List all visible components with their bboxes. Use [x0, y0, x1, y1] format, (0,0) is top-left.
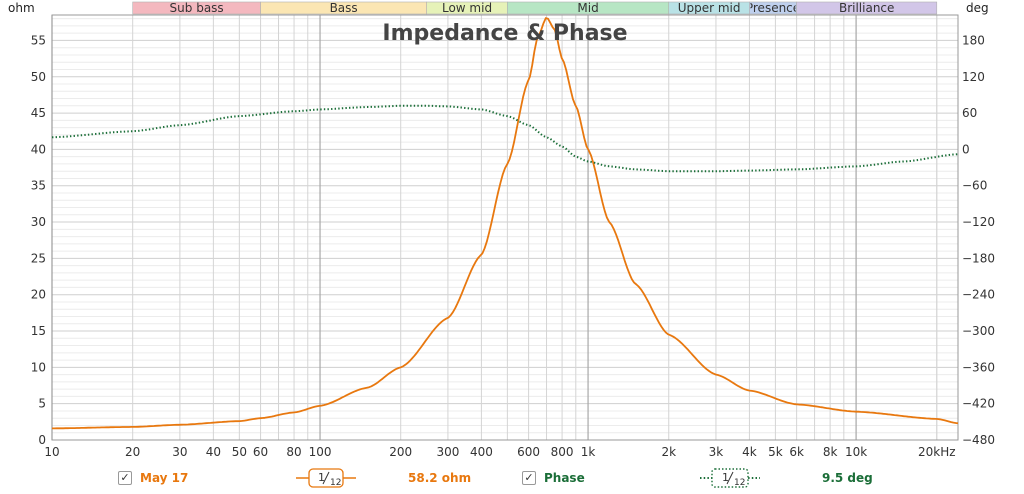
- band-label-0: Sub bass: [170, 1, 224, 15]
- x-tick-label: 600: [517, 445, 540, 459]
- right-tick-label: −480: [962, 433, 995, 447]
- x-tick-label: 3k: [709, 445, 724, 459]
- x-tick-label: 80: [286, 445, 301, 459]
- x-tick-label: 40: [206, 445, 221, 459]
- band-label-5: Presence: [746, 1, 800, 15]
- right-axis-label: deg: [966, 1, 989, 15]
- legend-impedance-name: May 17: [140, 471, 189, 485]
- x-tick-label: 100: [309, 445, 332, 459]
- series-line-0: [52, 17, 959, 430]
- x-tick-label: 6k: [789, 445, 804, 459]
- right-tick-label: −240: [962, 288, 995, 302]
- frequency-bands: Sub bass Bass Low mid Mid Upper mid Presence B…: [132, 1, 938, 15]
- impedance-cursor-value: 58.2 ohm: [408, 471, 472, 485]
- right-tick-label: 0: [962, 142, 970, 156]
- phase-smoothing-den: 12: [734, 478, 745, 488]
- x-tick-label: 10: [44, 445, 59, 459]
- plot-frame: [51, 14, 959, 441]
- left-tick-label: 15: [31, 324, 46, 338]
- right-tick-labels: 180 120 60 0 −60 −120 −180 −240 −300 −360 −420 −480: [962, 33, 995, 447]
- left-tick-label: 40: [31, 142, 46, 156]
- left-tick-label: 35: [31, 179, 46, 193]
- left-tick-label: 25: [31, 251, 46, 265]
- x-tick-label: 50: [232, 445, 247, 459]
- x-tick-label: 200: [389, 445, 412, 459]
- right-tick-label: −420: [962, 397, 995, 411]
- left-tick-label: 10: [31, 360, 46, 374]
- right-tick-label: −180: [962, 251, 995, 265]
- x-tick-label: 2k: [661, 445, 676, 459]
- left-tick-label: 0: [38, 433, 46, 447]
- right-tick-label: −300: [962, 324, 995, 338]
- phase-visibility-checkbox[interactable]: ✓: [522, 471, 536, 485]
- right-tick-label: −360: [962, 360, 995, 374]
- left-tick-label: 30: [31, 215, 46, 229]
- left-tick-label: 45: [31, 106, 46, 120]
- right-tick-label: −120: [962, 215, 995, 229]
- impedance-smoothing-num: 1: [318, 471, 325, 484]
- band-label-1: Bass: [330, 1, 358, 15]
- left-tick-label: 20: [31, 288, 46, 302]
- left-tick-label: 5: [38, 397, 46, 411]
- phase-cursor-value: 9.5 deg: [822, 471, 873, 485]
- impedance-line-sample: 1 12: [296, 468, 356, 488]
- series-line-1: [51, 104, 959, 173]
- chart-title: Impedance & Phase: [382, 21, 627, 46]
- impedance-visibility-checkbox[interactable]: ✓: [118, 471, 132, 485]
- band-label-3: Mid: [577, 1, 598, 15]
- phase-smoothing-num: 1: [722, 471, 729, 484]
- band-label-4: Upper mid: [678, 1, 741, 15]
- left-tick-label: 55: [31, 33, 46, 47]
- x-tick-label: 10k: [845, 445, 867, 459]
- band-6: [796, 1, 938, 15]
- phase-smoothing-control[interactable]: 1 12: [700, 467, 760, 489]
- x-tick-label: 60: [253, 445, 268, 459]
- right-tick-label: 180: [962, 33, 985, 47]
- series-layer: [51, 17, 959, 430]
- right-tick-label: −60: [962, 179, 987, 193]
- right-tick-label: 60: [962, 106, 977, 120]
- left-axis-label: ohm: [8, 1, 35, 15]
- x-tick-label: 8k: [823, 445, 838, 459]
- impedance-smoothing-control[interactable]: 1 12: [296, 467, 356, 489]
- x-tick-label: 30: [172, 445, 187, 459]
- impedance-smoothing-den: 12: [330, 478, 341, 488]
- left-tick-labels: 0 5 10 15 20 25 30 35 40 45 50 55: [31, 33, 46, 447]
- legend-phase-name: Phase: [544, 471, 585, 485]
- x-tick-label: 20kHz: [918, 445, 956, 459]
- left-tick-label: 50: [31, 70, 46, 84]
- band-label-2: Low mid: [442, 1, 492, 15]
- x-tick-labels: 10 20 30 40 50 60 80 100 200 300 400 600 800 1k 2k 3k 4k…: [44, 445, 955, 459]
- legend-impedance: ✓ May 17: [118, 466, 188, 490]
- plot-border: [51, 14, 959, 441]
- x-tick-label: 20: [125, 445, 140, 459]
- legend-phase: ✓ Phase: [522, 466, 585, 490]
- x-tick-label: 5k: [768, 445, 783, 459]
- x-tick-label: 300: [436, 445, 459, 459]
- phase-line-sample: 1 12: [700, 468, 760, 488]
- right-tick-label: 120: [962, 70, 985, 84]
- x-tick-label: 800: [551, 445, 574, 459]
- grid-lines: [51, 15, 958, 441]
- x-tick-label: 4k: [742, 445, 757, 459]
- band-label-6: Brilliance: [839, 1, 894, 15]
- x-tick-label: 400: [470, 445, 493, 459]
- x-tick-label: 1k: [581, 445, 596, 459]
